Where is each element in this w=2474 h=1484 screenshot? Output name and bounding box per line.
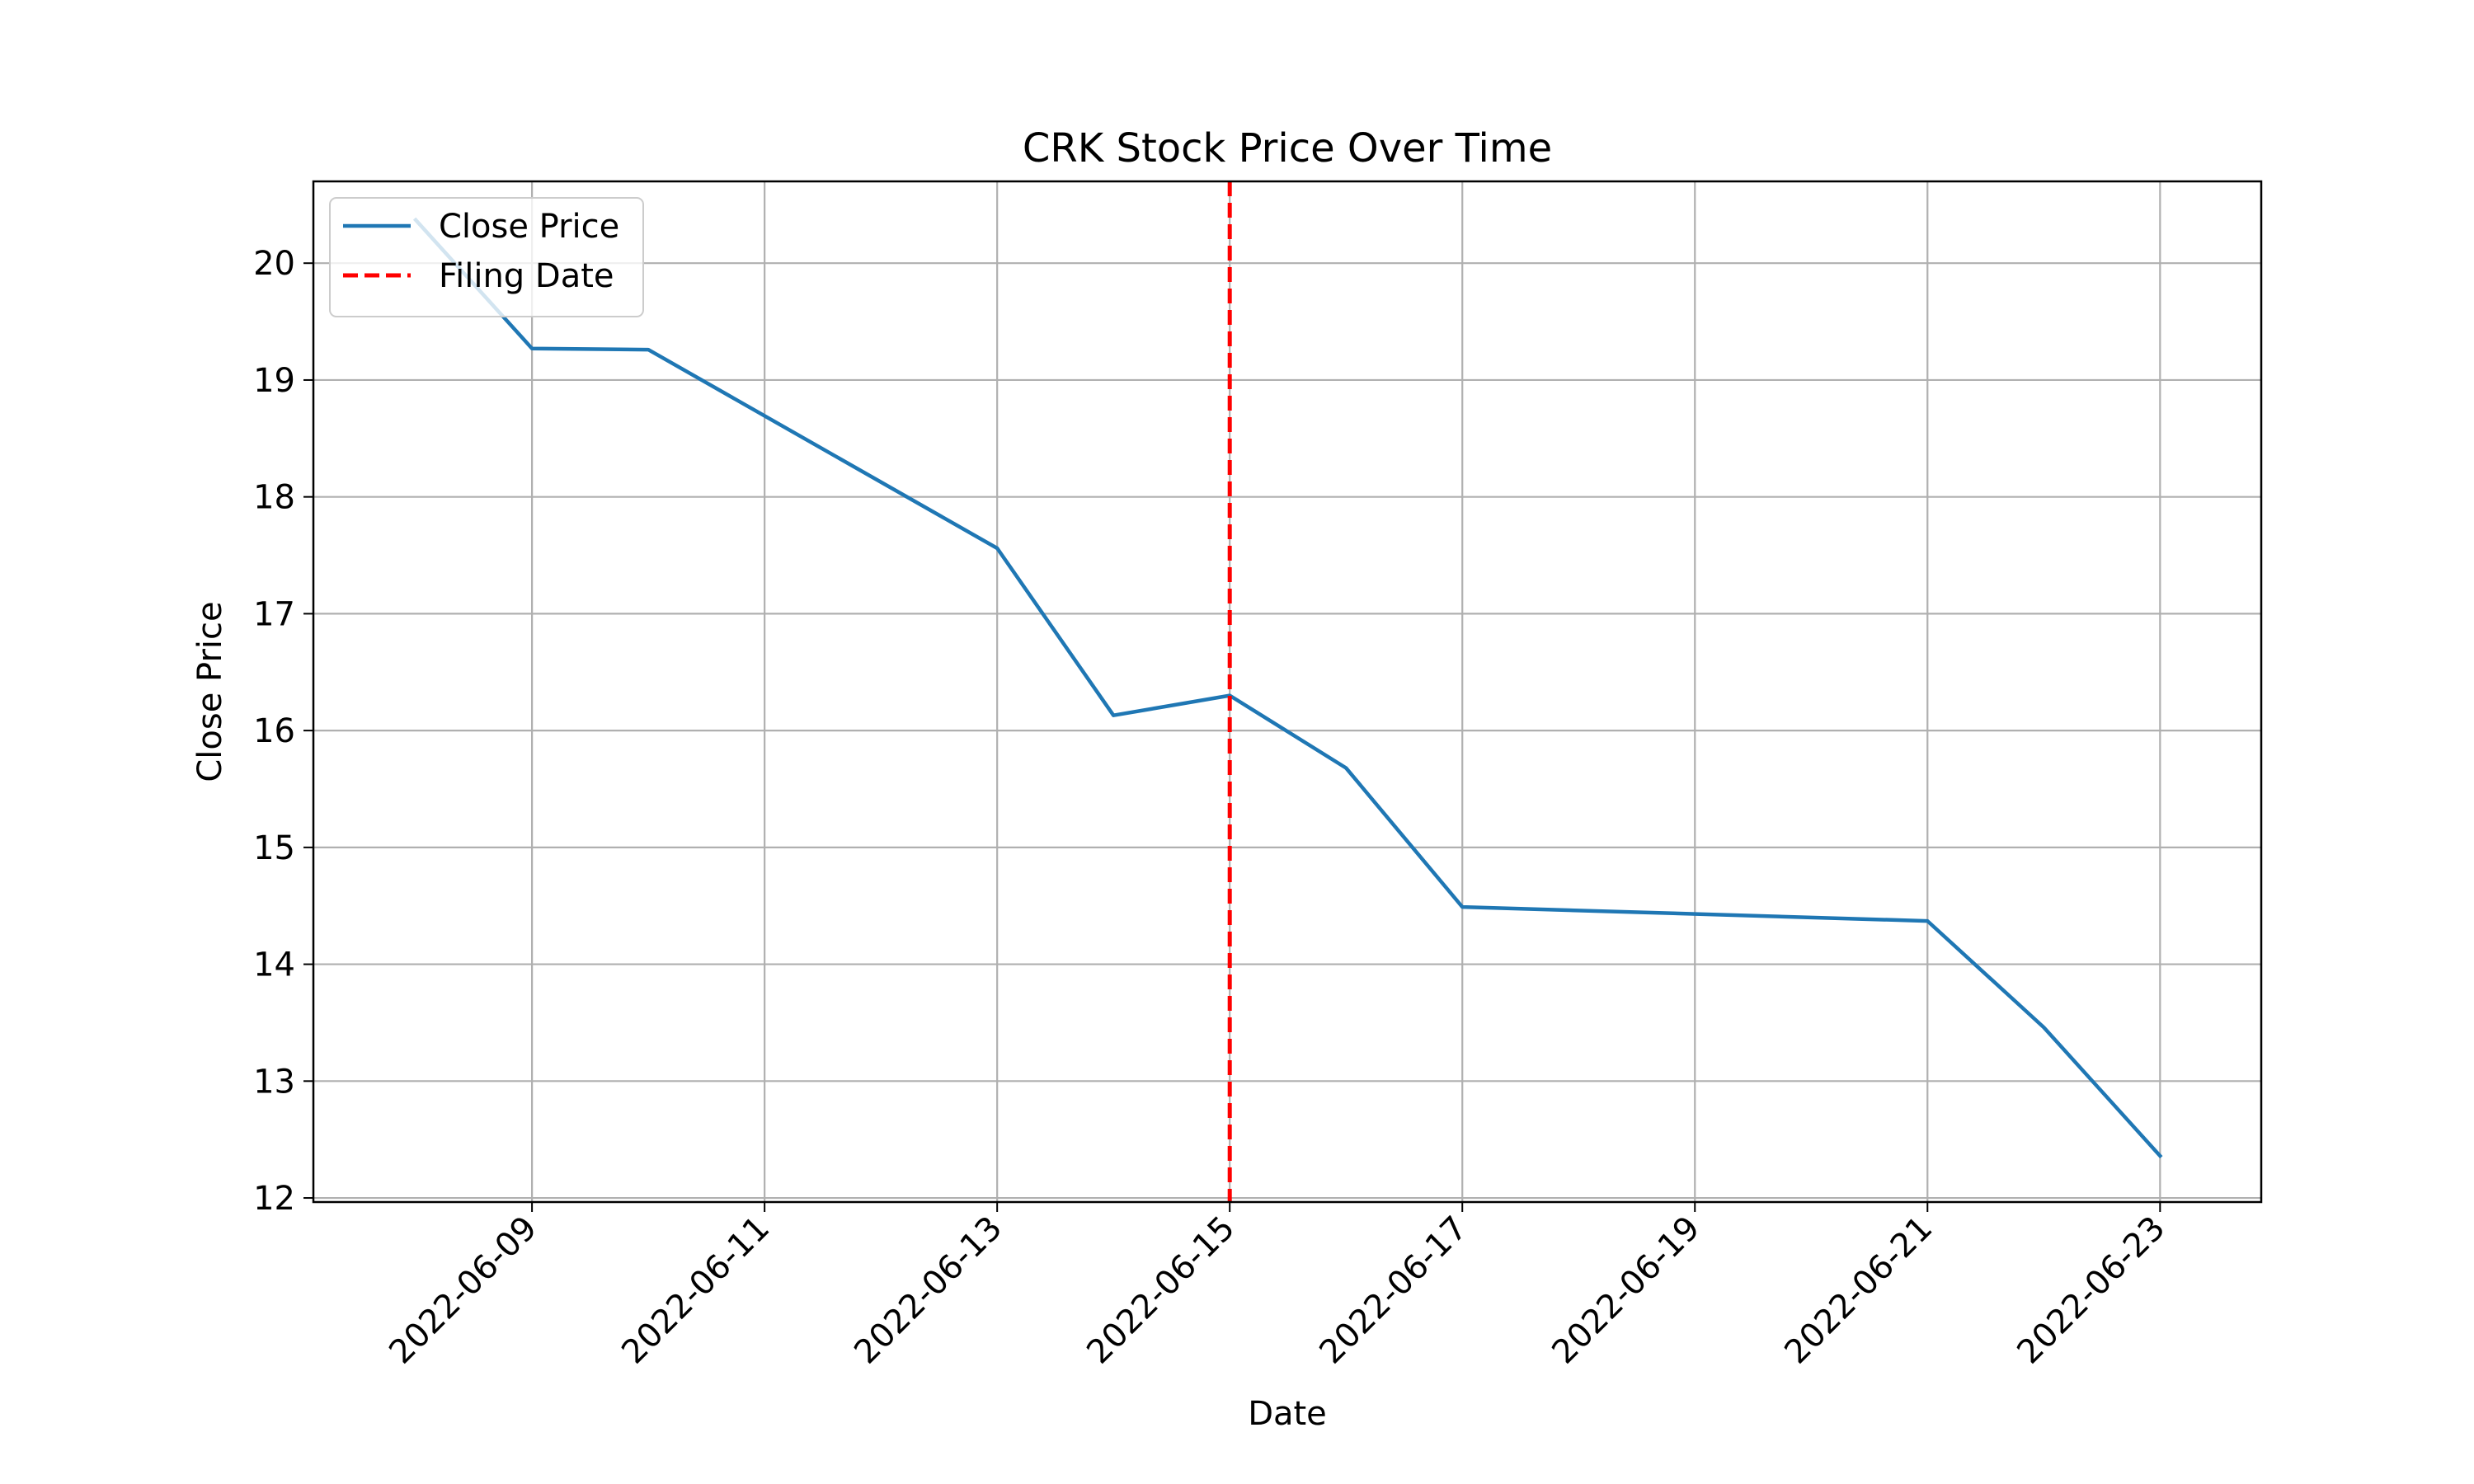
series-layer <box>412 217 2163 1159</box>
y-tick-label: 13 <box>253 1063 295 1101</box>
y-tick-label: 12 <box>253 1180 295 1218</box>
legend-label-close-price: Close Price <box>439 208 619 246</box>
y-tick-label: 14 <box>253 946 295 984</box>
legend: Close Price Filing Date <box>329 197 644 317</box>
x-axis-label: Date <box>1248 1395 1327 1433</box>
y-tick-label: 15 <box>253 829 295 867</box>
y-tick-label: 18 <box>253 479 295 517</box>
y-tick-label: 16 <box>253 712 295 750</box>
y-tick-label: 17 <box>253 595 295 633</box>
y-tick-label: 20 <box>253 245 295 283</box>
plot-frame <box>312 180 2263 1204</box>
chart-title: CRK Stock Price Over Time <box>1023 125 1552 171</box>
y-tick-label: 19 <box>253 362 295 400</box>
close-price-line <box>412 217 2163 1159</box>
y-axis-label: Close Price <box>191 601 229 782</box>
legend-label-filing-date: Filing Date <box>439 257 614 295</box>
